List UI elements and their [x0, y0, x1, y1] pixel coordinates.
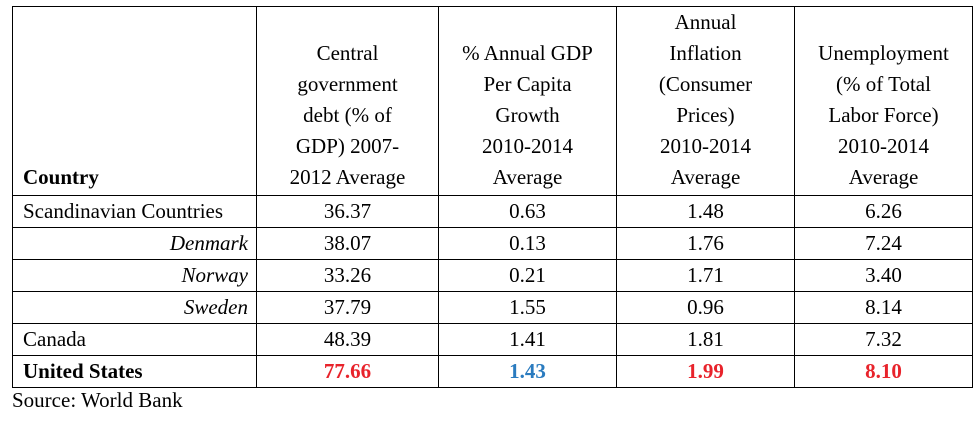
header-row: Country Central government debt (% of GD… — [12, 6, 973, 196]
gdp-growth-value: 0.13 — [438, 227, 617, 260]
header-unemployment-line: (% of Total — [836, 72, 931, 96]
header-country: Country — [12, 6, 257, 196]
header-inflation-line: (Consumer — [658, 72, 753, 96]
unemployment-value: 7.32 — [794, 323, 973, 356]
table-row: Sweden 37.79 1.55 0.96 8.14 — [12, 291, 973, 324]
header-debt-line: government — [297, 72, 398, 96]
unemployment-value: 8.10 — [794, 355, 973, 388]
header-debt-line: GDP) 2007- — [295, 134, 400, 158]
country-name: Scandinavian Countries — [12, 195, 257, 228]
gdp-growth-value: 1.55 — [438, 291, 617, 324]
header-gdp-line: Growth — [495, 103, 560, 127]
header-inflation: Annual Inflation (Consumer Prices) 2010-… — [616, 6, 795, 196]
country-name: Denmark — [12, 227, 257, 260]
table-row: Scandinavian Countries 36.37 0.63 1.48 6… — [12, 195, 973, 228]
country-name: Canada — [12, 323, 257, 356]
header-debt-line: 2012 Average — [289, 165, 406, 189]
header-gdp-line: Average — [492, 165, 563, 189]
header-unemployment-line: Unemployment — [818, 41, 949, 65]
inflation-value: 1.71 — [616, 259, 795, 292]
table-row: Canada 48.39 1.41 1.81 7.32 — [12, 323, 973, 356]
debt-value: 38.07 — [256, 227, 439, 260]
header-unemployment-line: 2010-2014 — [838, 134, 929, 158]
header-gdp-line: % Annual GDP — [462, 41, 593, 65]
header-inflation-line: 2010-2014 — [660, 134, 751, 158]
debt-value: 77.66 — [256, 355, 439, 388]
gdp-growth-value: 1.43 — [438, 355, 617, 388]
header-debt-line: debt (% of — [303, 103, 392, 127]
debt-value: 48.39 — [256, 323, 439, 356]
country-name: Norway — [12, 259, 257, 292]
inflation-value: 1.81 — [616, 323, 795, 356]
header-gdp-line: 2010-2014 — [482, 134, 573, 158]
debt-value: 33.26 — [256, 259, 439, 292]
unemployment-value: 7.24 — [794, 227, 973, 260]
gdp-growth-value: 0.63 — [438, 195, 617, 228]
inflation-value: 1.99 — [616, 355, 795, 388]
header-inflation-line: Average — [670, 165, 741, 189]
source-note: Source: World Bank — [12, 388, 183, 412]
header-inflation-line: Annual — [674, 10, 737, 34]
header-inflation-line: Inflation — [669, 41, 742, 65]
header-gdp-line: Per Capita — [483, 72, 572, 96]
unemployment-value: 3.40 — [794, 259, 973, 292]
debt-value: 36.37 — [256, 195, 439, 228]
unemployment-value: 6.26 — [794, 195, 973, 228]
gdp-growth-value: 1.41 — [438, 323, 617, 356]
header-gdp: % Annual GDP Per Capita Growth 2010-2014… — [438, 6, 617, 196]
unemployment-value: 8.14 — [794, 291, 973, 324]
table-row: United States 77.66 1.43 1.99 8.10 — [12, 355, 973, 388]
debt-value: 37.79 — [256, 291, 439, 324]
header-debt-line: Central — [316, 41, 379, 65]
country-name: Sweden — [12, 291, 257, 324]
country-name: United States — [12, 355, 257, 388]
header-unemployment-line: Average — [848, 165, 919, 189]
header-unemployment: Unemployment (% of Total Labor Force) 20… — [794, 6, 973, 196]
gdp-growth-value: 0.21 — [438, 259, 617, 292]
inflation-value: 0.96 — [616, 291, 795, 324]
table-row: Denmark 38.07 0.13 1.76 7.24 — [12, 227, 973, 260]
header-unemployment-line: Labor Force) — [828, 103, 939, 127]
table-row: Norway 33.26 0.21 1.71 3.40 — [12, 259, 973, 292]
economic-indicators-table: Country Central government debt (% of GD… — [12, 6, 973, 388]
header-debt: Central government debt (% of GDP) 2007-… — [256, 6, 439, 196]
inflation-value: 1.48 — [616, 195, 795, 228]
header-inflation-line: Prices) — [676, 103, 735, 127]
inflation-value: 1.76 — [616, 227, 795, 260]
